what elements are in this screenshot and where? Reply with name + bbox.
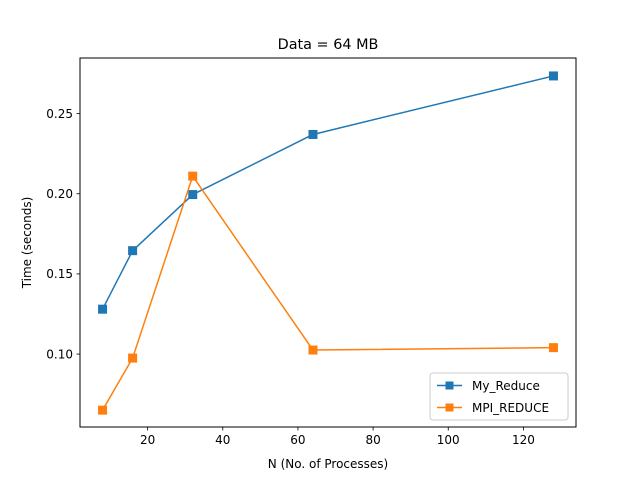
data-point — [308, 345, 318, 355]
data-point — [548, 343, 558, 353]
y-axis-label: Time (seconds) — [20, 197, 34, 290]
series-mpi-reduce — [98, 171, 558, 415]
x-axis-ticks: 20 40 60 80 100 120 — [140, 427, 535, 447]
x-tick-label: 60 — [290, 433, 305, 447]
y-tick-label: 0.20 — [46, 187, 73, 201]
y-axis-ticks: 0.10 0.15 0.20 0.25 — [46, 107, 80, 361]
legend-marker — [445, 403, 454, 412]
data-point — [128, 246, 138, 256]
series-line — [101, 75, 554, 310]
legend-frame — [429, 372, 569, 421]
legend-label: MPI_REDUCE — [472, 401, 549, 415]
legend-marker — [445, 381, 454, 390]
y-tick-label: 0.10 — [46, 347, 73, 361]
x-tick-label: 100 — [437, 433, 460, 447]
y-tick-label: 0.15 — [46, 267, 73, 281]
data-point — [128, 353, 138, 363]
x-axis-label: N (No. of Processes) — [268, 457, 388, 471]
y-tick-label: 0.25 — [46, 107, 73, 121]
data-point — [308, 129, 318, 139]
series-layer — [98, 71, 558, 415]
series-my-reduce — [98, 71, 558, 314]
legend: My_Reduce MPI_REDUCE — [429, 372, 569, 421]
x-tick-label: 80 — [365, 433, 380, 447]
data-point — [188, 190, 198, 200]
x-tick-label: 40 — [215, 433, 230, 447]
x-tick-label: 20 — [140, 433, 155, 447]
data-point — [188, 171, 198, 181]
data-point — [98, 405, 108, 415]
legend-label: My_Reduce — [472, 379, 540, 393]
plot-frame — [79, 57, 577, 428]
x-tick-label: 120 — [512, 433, 535, 447]
data-point — [98, 304, 108, 314]
chart-title: Data = 64 MB — [278, 37, 379, 53]
data-point — [548, 71, 558, 81]
